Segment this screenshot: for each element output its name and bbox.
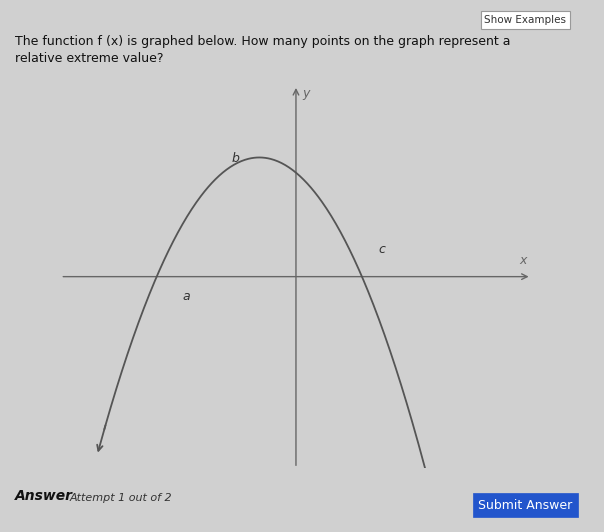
Text: y: y <box>302 87 310 100</box>
Text: Answer: Answer <box>15 489 73 503</box>
Text: b: b <box>232 152 240 165</box>
Text: c: c <box>379 243 386 256</box>
Text: x: x <box>519 254 526 267</box>
Text: Submit Answer: Submit Answer <box>478 499 573 512</box>
Text: The function f (x) is graphed below. How many points on the graph represent a
re: The function f (x) is graphed below. How… <box>15 35 510 64</box>
Text: a: a <box>182 290 190 303</box>
Text: Attempt 1 out of 2: Attempt 1 out of 2 <box>69 493 172 503</box>
Text: Show Examples: Show Examples <box>484 15 567 25</box>
